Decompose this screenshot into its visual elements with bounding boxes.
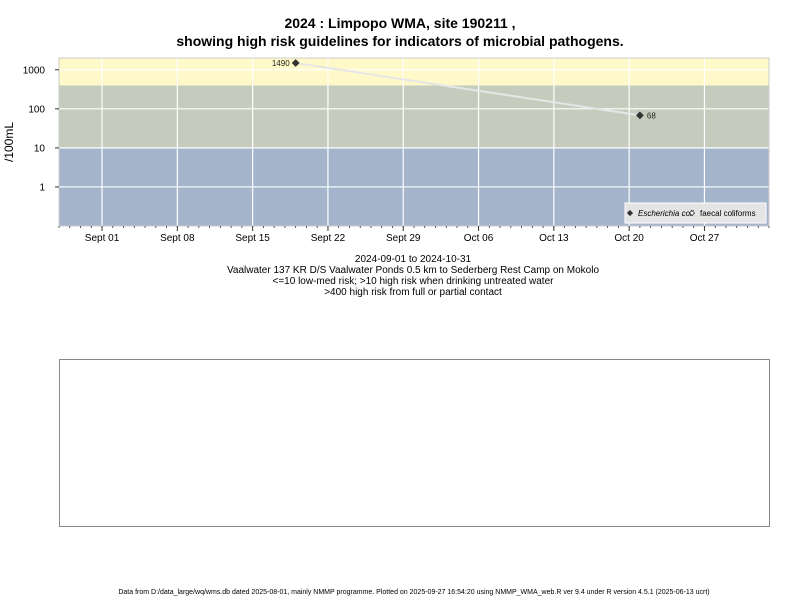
date-range-text: 2024-09-01 to 2024-10-31 <box>354 254 472 265</box>
y-axis-label: /100mL <box>2 122 16 162</box>
x-tick-label: Oct 27 <box>690 233 720 244</box>
legend-marker <box>626 209 634 217</box>
y-tick-label: 1 <box>39 182 45 193</box>
site-description-text: Vaalwater 137 KR D/S Vaalwater Ponds 0.5… <box>226 265 600 276</box>
chart-title-line-1: 2024 : Limpopo WMA, site 190211 , <box>284 15 516 31</box>
risk-note-contact: >400 high risk from full or partial cont… <box>324 287 502 298</box>
x-tick-label: Oct 13 <box>539 233 569 244</box>
x-tick-label: Sept 22 <box>311 233 346 244</box>
chart-title-line-2: showing high risk guidelines for indicat… <box>176 33 624 49</box>
data-label: 68 <box>647 111 656 120</box>
y-tick-label: 100 <box>28 104 45 115</box>
risk-bands <box>59 58 769 226</box>
legend-marker <box>688 209 696 217</box>
x-tick-label: Sept 01 <box>85 233 120 244</box>
footer-note: Data from D:/data_large/wq/wms.db dated … <box>118 589 710 596</box>
y-tick-label: 1000 <box>23 65 46 76</box>
risk-band-1 <box>59 85 769 148</box>
x-tick-label: Oct 06 <box>464 233 494 244</box>
risk-note-drinking: <=10 low-med risk; >10 high risk when dr… <box>272 276 554 287</box>
legend-label: Escherichia coli <box>638 209 694 218</box>
x-tick-label: Sept 29 <box>386 233 421 244</box>
y-tick-label: 10 <box>34 143 46 154</box>
data-point <box>636 111 644 120</box>
legend-label: faecal coliforms <box>700 209 756 218</box>
x-tick-label: Oct 20 <box>614 233 644 244</box>
x-tick-label: Sept 08 <box>160 233 195 244</box>
axes: 1 10 100 1000 Sept 01 Sept 08 Sept 15 Sept 22 Se… <box>23 57 770 244</box>
chart-plot: 1490 68 1 10 100 1000 Sept 01 Sept 08 Sept 15 Se… <box>2 57 770 244</box>
data-point <box>291 59 300 67</box>
data-series: 1490 68 <box>272 59 656 120</box>
grid-lines <box>59 58 769 226</box>
legend-box <box>624 202 767 224</box>
x-tick-label: Sept 15 <box>235 233 270 244</box>
empty-plot-panel <box>59 359 770 527</box>
data-label: 1490 <box>272 59 290 68</box>
legend: Escherichia coli faecal coliforms <box>624 202 767 224</box>
series-line <box>295 62 641 117</box>
